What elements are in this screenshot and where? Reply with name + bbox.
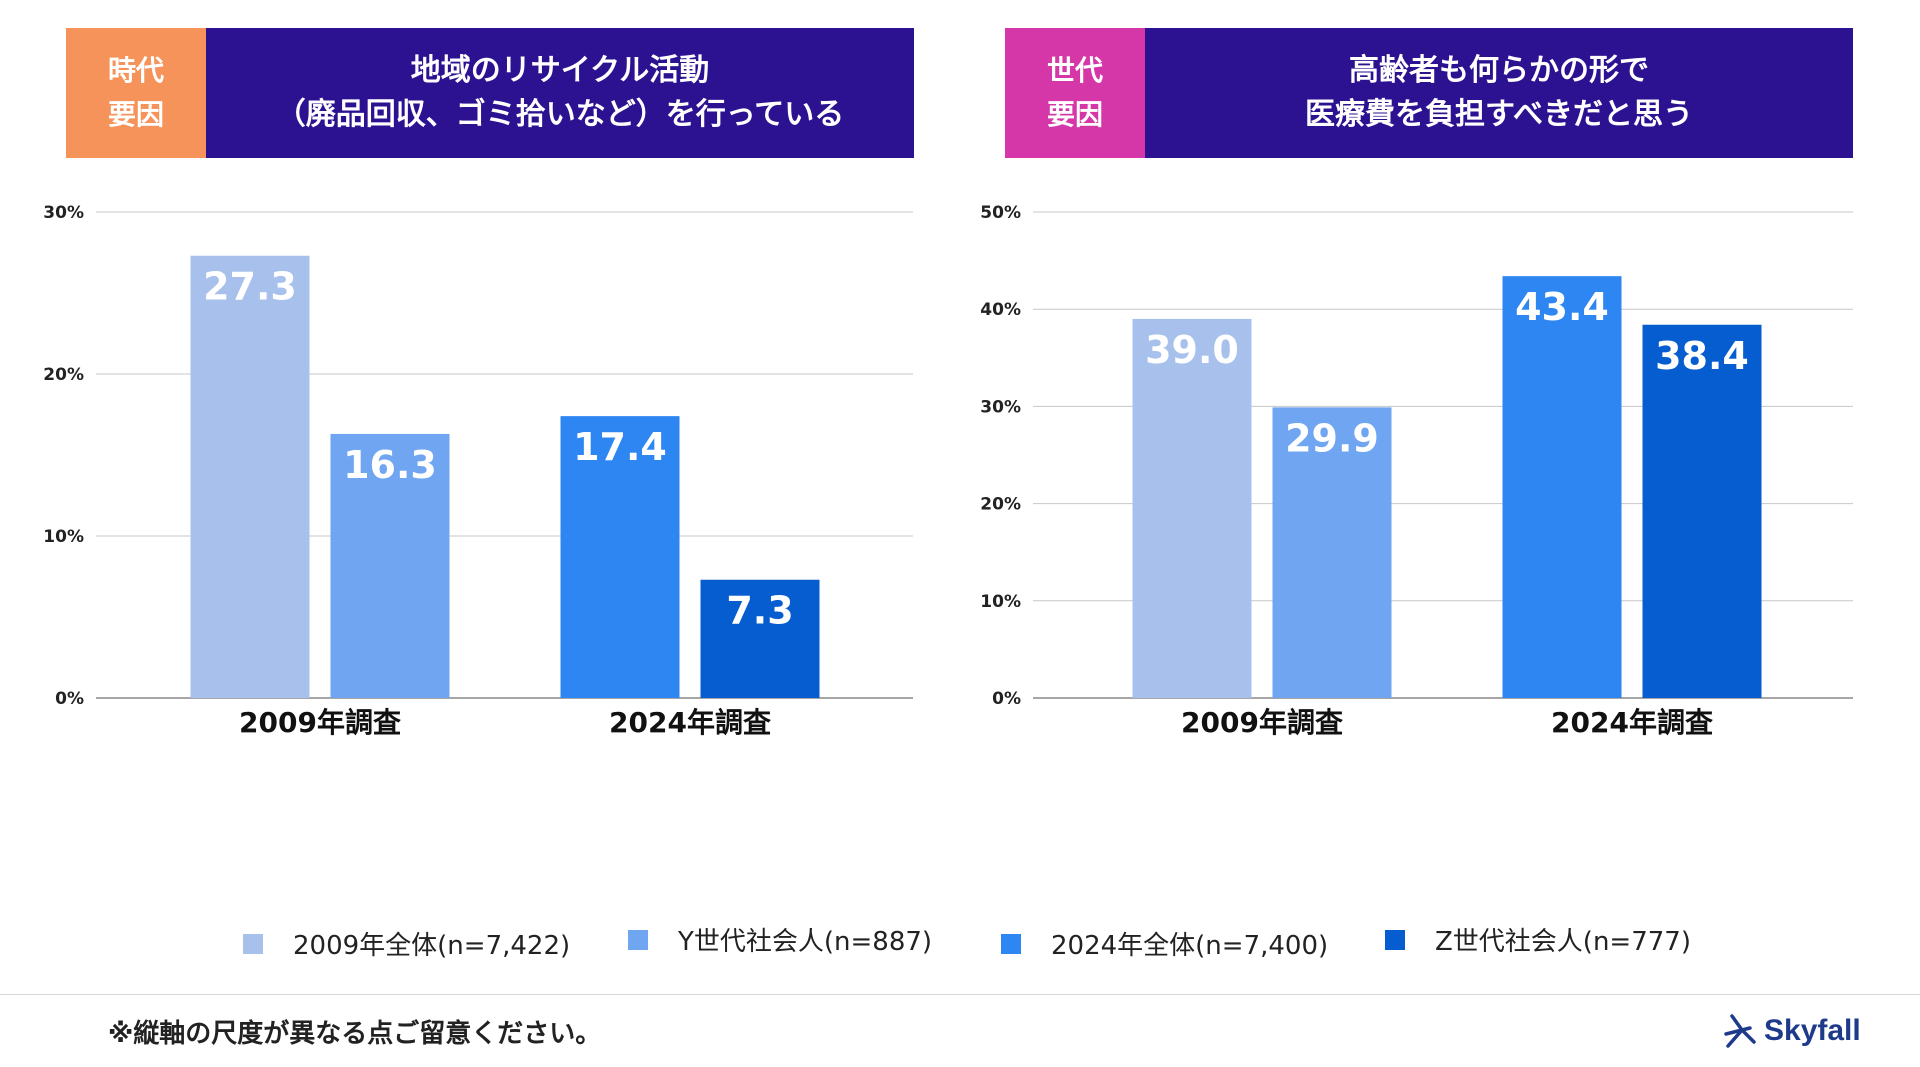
- data-label: 29.9: [1285, 416, 1379, 460]
- x-category-label: 2009年調査: [239, 706, 401, 739]
- x-category-label: 2009年調査: [1181, 706, 1343, 739]
- data-label: 27.3: [203, 265, 297, 309]
- skyfall-logo: Skyfall: [1720, 1012, 1861, 1050]
- data-label: 38.4: [1655, 334, 1749, 378]
- y-tick-label: 20%: [43, 365, 84, 385]
- bar: [190, 255, 310, 698]
- category-tag-right: 世代 要因: [1005, 28, 1145, 158]
- bar: [1642, 324, 1762, 698]
- legend-swatch: [628, 929, 648, 950]
- bar: [1132, 318, 1252, 698]
- data-label: 16.3: [343, 443, 437, 487]
- legend-item-2024-all: 2024年全体(n=7,400): [1001, 925, 1328, 962]
- x-category-label: 2024年調査: [1551, 706, 1713, 739]
- data-label: 7.3: [726, 589, 793, 633]
- bar-chart-left: 0% 10% 20% 30% 27.3 16.3 2009年調査 17.4 7.3 2024年調査: [43, 203, 913, 739]
- y-tick-label: 20%: [980, 495, 1021, 515]
- bar: [330, 433, 450, 698]
- bar-chart-right: 0% 10% 20% 30% 40% 50% 39.0 29.9 2009年調査 43.4 38.4…: [980, 203, 1853, 739]
- y-tick-label: 40%: [980, 300, 1021, 320]
- legend-item-z-generation: Z世代社会人(n=777): [1385, 921, 1691, 958]
- legend-swatch: [243, 933, 263, 954]
- y-tick-label: 50%: [980, 203, 1021, 223]
- logo-text: Skyfall: [1764, 1014, 1861, 1047]
- footer-divider: [0, 994, 1920, 995]
- skyfall-logo-icon: [1724, 1014, 1756, 1048]
- chart-legend: 2009年全体(n=7,422) Y世代社会人(n=887) 2024年全体(n…: [0, 925, 1920, 965]
- bar: [560, 416, 680, 698]
- data-label: 39.0: [1145, 328, 1239, 372]
- chart-panel-right: 世代 要因 高齢者も何らかの形で 医療費を負担すべきだと思う: [1005, 28, 1853, 928]
- chart-panel-left: 時代 要因 地域のリサイクル活動 （廃品回収、ゴミ拾いなど）を行っている: [66, 28, 914, 928]
- bar: [1502, 276, 1622, 698]
- legend-label: 2024年全体(n=7,400): [1051, 931, 1329, 961]
- legend-label: 2009年全体(n=7,422): [293, 931, 571, 961]
- legend-swatch: [1385, 929, 1405, 950]
- data-label: 43.4: [1515, 285, 1609, 329]
- legend-label: Z世代社会人(n=777): [1435, 927, 1691, 957]
- bar: [1272, 407, 1392, 698]
- legend-item-2009-all: 2009年全体(n=7,422): [243, 925, 570, 962]
- data-label: 17.4: [573, 425, 667, 469]
- legend-swatch: [1001, 933, 1021, 954]
- y-tick-label: 30%: [43, 203, 84, 223]
- footnote: ※縦軸の尺度が異なる点ご留意ください。: [108, 1019, 602, 1049]
- y-tick-label: 0%: [55, 689, 84, 709]
- y-tick-label: 10%: [43, 527, 84, 547]
- y-tick-label: 10%: [980, 592, 1021, 612]
- chart-header-right: 世代 要因 高齢者も何らかの形で 医療費を負担すべきだと思う: [1005, 28, 1853, 158]
- chart-title-left: 地域のリサイクル活動 （廃品回収、ゴミ拾いなど）を行っている: [206, 28, 914, 158]
- category-tag-left: 時代 要因: [66, 28, 206, 158]
- bar: [700, 579, 820, 698]
- legend-item-y-generation: Y世代社会人(n=887): [628, 921, 932, 958]
- chart-title-right: 高齢者も何らかの形で 医療費を負担すべきだと思う: [1145, 28, 1853, 158]
- y-tick-label: 0%: [992, 689, 1021, 709]
- chart-header-left: 時代 要因 地域のリサイクル活動 （廃品回収、ゴミ拾いなど）を行っている: [66, 28, 914, 158]
- legend-label: Y世代社会人(n=887): [678, 927, 933, 957]
- x-category-label: 2024年調査: [609, 706, 771, 739]
- y-tick-label: 30%: [980, 397, 1021, 417]
